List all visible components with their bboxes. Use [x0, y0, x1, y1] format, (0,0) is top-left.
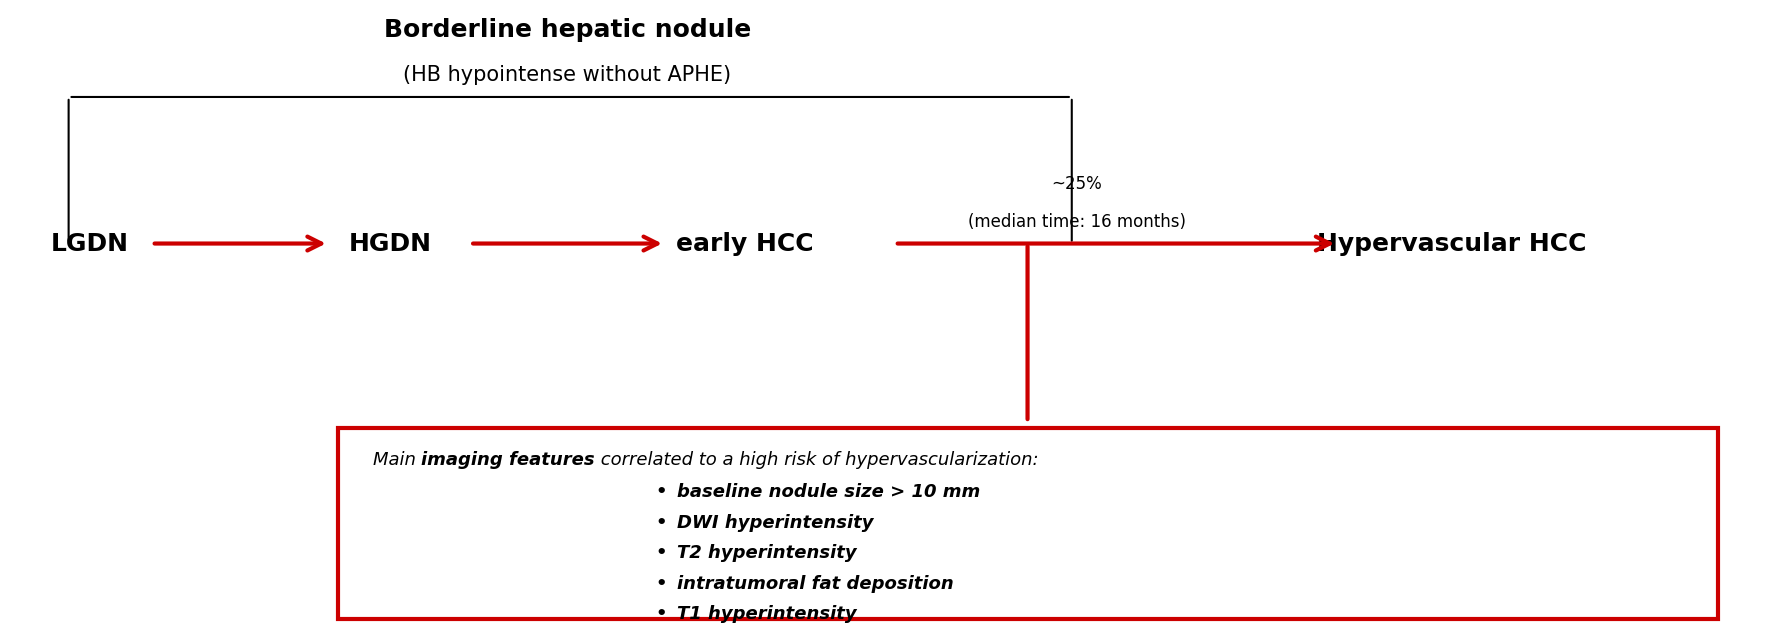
- Text: •: •: [656, 483, 673, 501]
- Text: ~25%: ~25%: [1053, 175, 1102, 193]
- Text: (median time: 16 months): (median time: 16 months): [968, 212, 1185, 231]
- Text: intratumoral fat deposition: intratumoral fat deposition: [677, 575, 953, 593]
- Text: DWI hyperintensity: DWI hyperintensity: [677, 514, 874, 532]
- Text: T2 hyperintensity: T2 hyperintensity: [677, 544, 858, 562]
- Text: HGDN: HGDN: [349, 232, 432, 255]
- Text: baseline nodule size > 10 mm: baseline nodule size > 10 mm: [677, 483, 980, 501]
- Text: LGDN: LGDN: [51, 232, 129, 255]
- Text: •: •: [656, 605, 673, 623]
- Text: Borderline hepatic nodule: Borderline hepatic nodule: [385, 18, 751, 42]
- FancyBboxPatch shape: [337, 428, 1717, 620]
- Text: imaging features: imaging features: [422, 451, 595, 469]
- Text: •: •: [656, 575, 673, 593]
- Text: (HB hypointense without APHE): (HB hypointense without APHE): [404, 65, 732, 84]
- Text: early HCC: early HCC: [675, 232, 813, 255]
- Text: correlated to a high risk of hypervascularization:: correlated to a high risk of hypervascul…: [595, 451, 1038, 469]
- Text: Main: Main: [372, 451, 422, 469]
- Text: •: •: [656, 514, 673, 532]
- Text: T1 hyperintensity: T1 hyperintensity: [677, 605, 858, 623]
- Text: •: •: [656, 544, 673, 562]
- Text: Hypervascular HCC: Hypervascular HCC: [1317, 232, 1588, 255]
